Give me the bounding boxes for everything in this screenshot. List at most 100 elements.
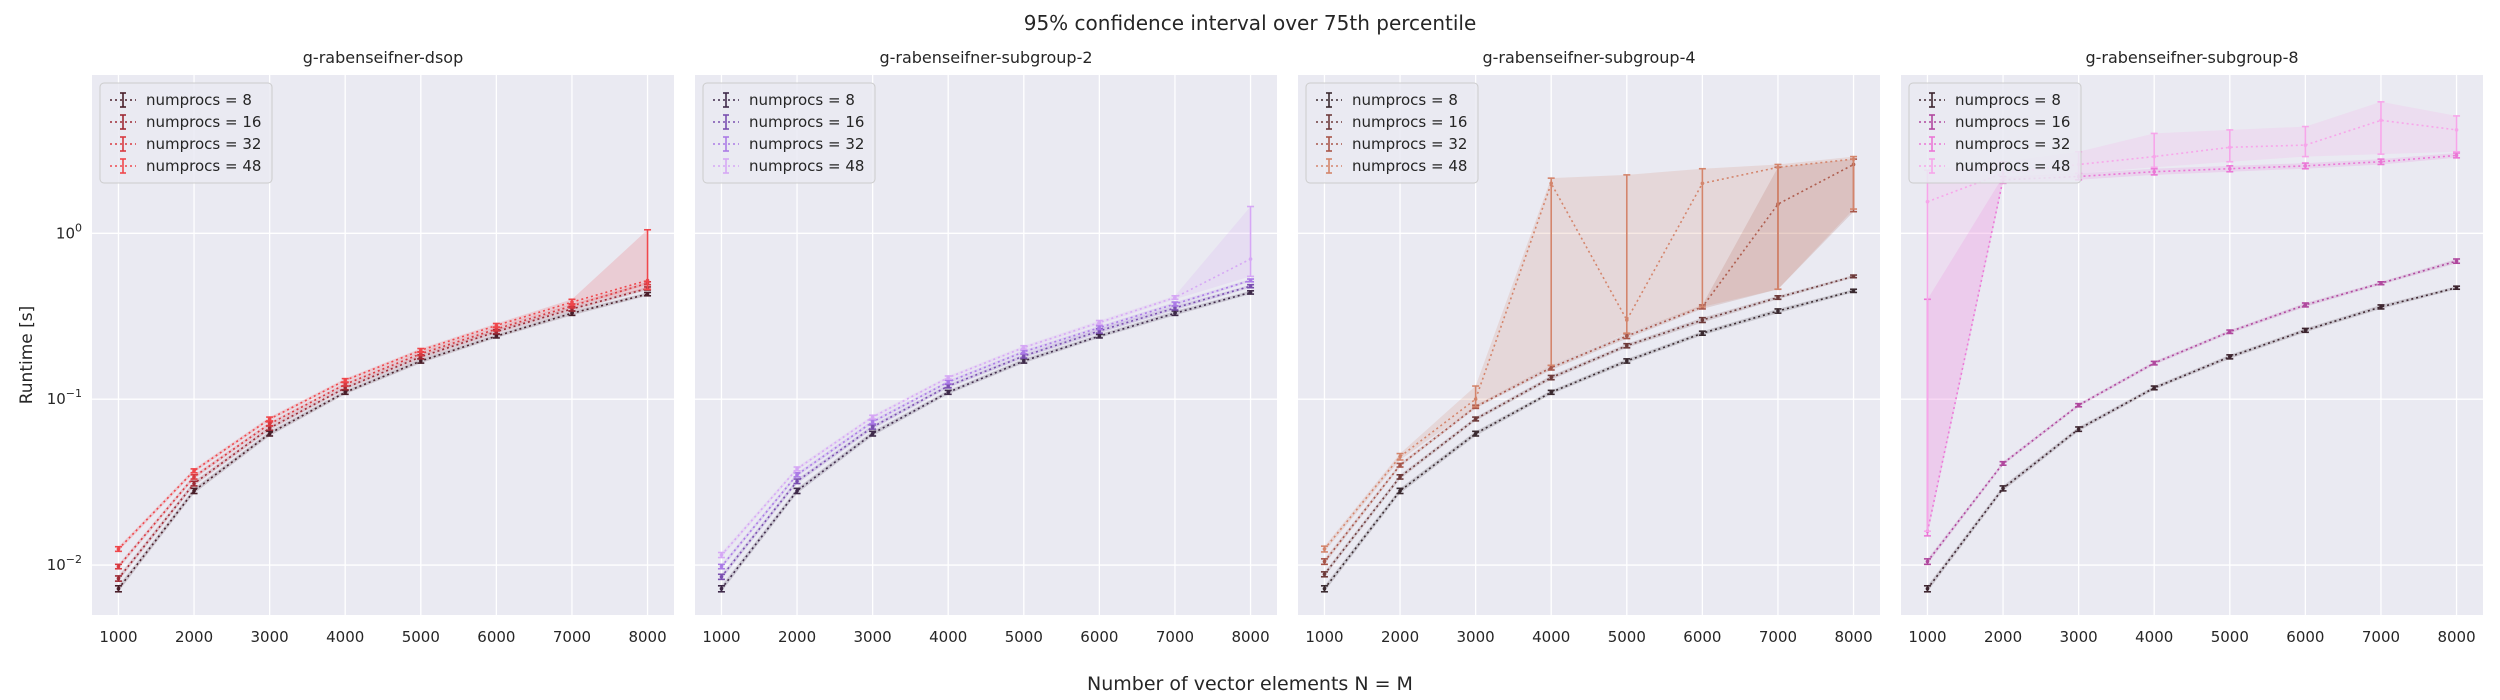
series-3 (717, 278, 1255, 570)
legend-label: numprocs = 32 (1955, 135, 2070, 153)
x-tick-label: 8000 (628, 628, 666, 646)
legend-label: numprocs = 16 (1955, 113, 2070, 131)
series-4 (717, 205, 1255, 559)
data-point (1248, 290, 1253, 295)
x-tick-label: 1000 (1305, 628, 1343, 646)
data-point (2001, 461, 2005, 466)
series-1 (114, 291, 652, 593)
data-point (192, 475, 196, 479)
data-point (1851, 157, 1856, 161)
data-point (2454, 285, 2459, 290)
series-2 (717, 283, 1255, 581)
data-point (2379, 281, 2383, 286)
data-point (1776, 165, 1780, 170)
data-point (2227, 145, 2232, 150)
legend: numprocs = 8 numprocs = 16 numprocs = 32 nu… (702, 82, 876, 184)
data-point (1851, 274, 1856, 279)
x-tick-label: 5000 (1005, 628, 1043, 646)
data-point (1398, 475, 1402, 479)
x-tick-label: 2000 (175, 628, 213, 646)
x-tick-label: 2000 (778, 628, 816, 646)
data-point (2303, 164, 2308, 168)
series-1 (717, 290, 1255, 593)
legend-label: numprocs = 8 (146, 91, 252, 109)
subplot-3: g-rabenseifner-subgroup-4 1000 2000 3000 400… (1298, 48, 1880, 646)
data-point (1549, 365, 1554, 370)
series-line (117, 279, 648, 550)
x-tick-label: 4000 (2135, 628, 2173, 646)
subplot-title: g-rabenseifner-subgroup-2 (879, 48, 1092, 67)
data-point (1322, 572, 1327, 577)
data-point (1776, 295, 1780, 300)
data-point (946, 384, 951, 388)
data-point (2152, 361, 2157, 365)
data-point (1473, 397, 1478, 401)
series-line (117, 287, 648, 579)
x-tick-label: 5000 (2211, 628, 2249, 646)
data-point (1549, 390, 1554, 395)
data-point (1097, 320, 1102, 325)
data-point (1322, 559, 1327, 564)
legend-label: numprocs = 32 (146, 135, 261, 153)
data-point (645, 292, 650, 296)
data-point (1398, 463, 1402, 467)
data-point (2152, 386, 2157, 390)
x-tick-label: 6000 (1683, 628, 1721, 646)
data-point (2379, 159, 2383, 164)
data-point (795, 489, 799, 493)
data-point (946, 390, 951, 395)
series-line (1926, 286, 2457, 590)
y-axis-label: Runtime [s] (17, 306, 37, 405)
legend-label: numprocs = 48 (1352, 157, 1467, 175)
x-tick-label: 8000 (2437, 628, 2475, 646)
data-point (192, 469, 196, 473)
data-point (1097, 325, 1102, 330)
data-point (1398, 489, 1402, 493)
data-point (2152, 169, 2157, 174)
data-point (645, 278, 650, 283)
legend-box (99, 82, 273, 184)
y-tick-label: 10−1 (47, 387, 82, 408)
data-point (267, 422, 272, 426)
x-tick-label: 1000 (99, 628, 137, 646)
data-point (1925, 199, 1930, 204)
data-point (2227, 329, 2232, 334)
x-tick-label: 4000 (1532, 628, 1570, 646)
series-line (1926, 154, 2457, 532)
data-point (2454, 259, 2459, 263)
x-tick-label: 6000 (477, 628, 515, 646)
subplot-title: g-rabenseifner-subgroup-8 (2085, 48, 2298, 67)
legend-label: numprocs = 32 (749, 135, 864, 153)
subplot-1: g-rabenseifner-dsop 1000 2000 3000 4000 5000 6… (47, 48, 674, 646)
x-tick-label: 1000 (702, 628, 740, 646)
x-tick-label: 3000 (854, 628, 892, 646)
x-tick-label: 1000 (1908, 628, 1946, 646)
legend: numprocs = 8 numprocs = 16 numprocs = 32 nu… (1305, 82, 1479, 184)
data-point (1473, 431, 1478, 436)
x-tick-label: 3000 (1457, 628, 1495, 646)
data-point (1473, 417, 1478, 421)
data-point (719, 574, 724, 579)
x-tick-label: 2000 (1984, 628, 2022, 646)
legend-label: numprocs = 16 (1352, 113, 1467, 131)
data-point (946, 375, 951, 380)
x-tick-label: 7000 (1759, 628, 1797, 646)
data-point (343, 382, 348, 387)
x-tick-label: 8000 (1231, 628, 1269, 646)
series-line (720, 291, 1251, 590)
x-tick-label: 5000 (1608, 628, 1646, 646)
legend-box (1305, 82, 1479, 184)
series-line (720, 285, 1251, 578)
data-point (1248, 278, 1253, 283)
legend-box (702, 82, 876, 184)
x-tick-label: 7000 (553, 628, 591, 646)
legend-box (1908, 82, 2082, 184)
series-2 (1923, 258, 2461, 566)
data-point (1925, 559, 1930, 564)
data-point (2001, 486, 2005, 491)
x-tick-label: 7000 (1156, 628, 1194, 646)
legend-label: numprocs = 8 (1955, 91, 2061, 109)
legend: numprocs = 8 numprocs = 16 numprocs = 32 nu… (99, 82, 273, 184)
data-point (719, 553, 724, 557)
series-line (1323, 158, 1854, 550)
